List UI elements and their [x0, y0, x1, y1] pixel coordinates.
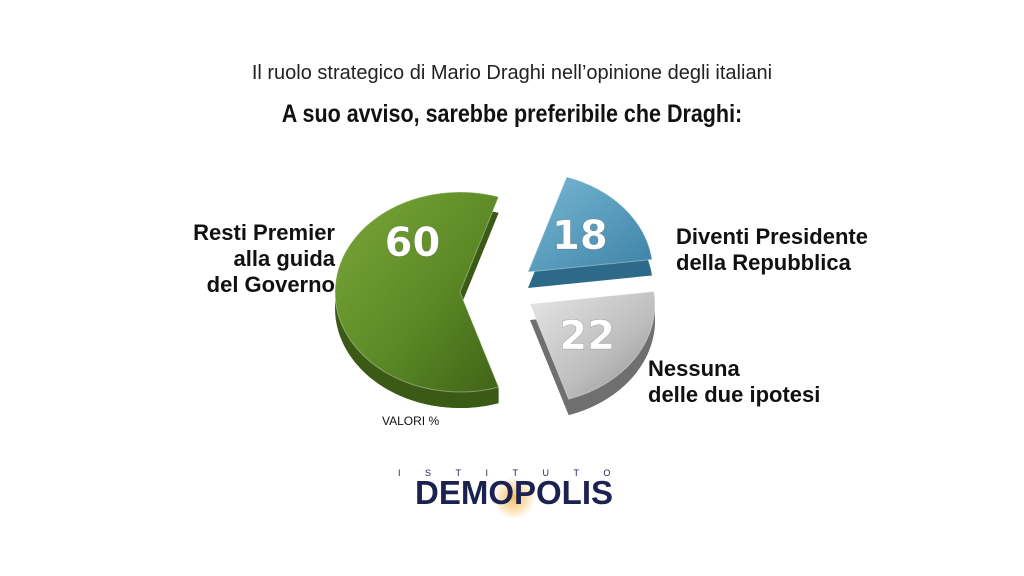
slice-label-nessuna: Nessuna delle due ipotesi	[648, 356, 908, 408]
pie-chart: 60 18 22	[334, 176, 656, 416]
slice-nessuna-side	[568, 305, 655, 416]
slice-label-line: delle due ipotesi	[648, 382, 821, 407]
slice-label-line: Diventi Presidente	[676, 224, 868, 249]
demopolis-logo: ISTITUTO DEMOPOLIS	[392, 468, 636, 518]
slice-presidente-value-label: 18	[552, 213, 608, 259]
slice-label-line: Nessuna	[648, 356, 740, 381]
slice-presidente	[527, 176, 653, 273]
slice-label-line: della Repubblica	[676, 250, 851, 275]
slice-label-line: del Governo	[206, 272, 335, 297]
chart-question: A suo avviso, sarebbe preferibile che Dr…	[281, 100, 743, 128]
slice-resti-premier-side	[335, 301, 499, 408]
logo-istituto-text: ISTITUTO	[398, 468, 635, 478]
chart-subtitle: Il ruolo strategico di Mario Draghi nell…	[251, 62, 773, 84]
logo-demopolis-text: DEMOPOLIS	[414, 474, 614, 511]
slice-nessuna	[529, 290, 656, 400]
logo-glow	[492, 478, 536, 518]
slice-label-presidente: Diventi Presidente della Repubblica	[676, 224, 936, 276]
slice-label-line: Resti Premier	[193, 220, 335, 245]
slice-label-resti-premier: Resti Premier alla guida del Governo	[160, 220, 335, 298]
slice-label-line: alla guida	[233, 246, 335, 271]
slice-resti-premier-value-label: 60	[385, 220, 441, 266]
slice-resti-premier	[334, 191, 500, 393]
slice-nessuna-value-label: 22	[559, 313, 615, 359]
values-unit-note: VALORI %	[382, 414, 440, 428]
